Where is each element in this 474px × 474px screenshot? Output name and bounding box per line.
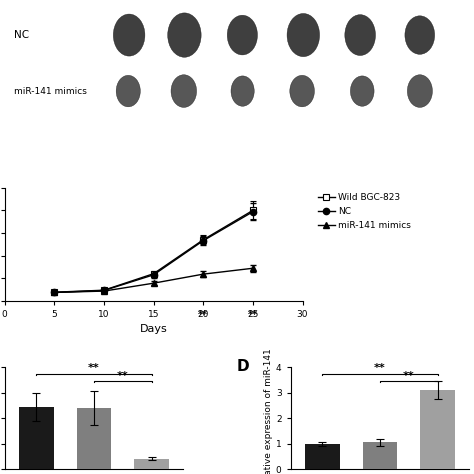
Bar	[77, 408, 111, 469]
FancyBboxPatch shape	[5, 5, 107, 121]
Ellipse shape	[345, 15, 375, 55]
Ellipse shape	[405, 16, 435, 55]
Legend: Wild BGC-823, NC, miR-141 mimics: Wild BGC-823, NC, miR-141 mimics	[318, 192, 412, 231]
Text: **: **	[374, 363, 386, 373]
Ellipse shape	[231, 76, 254, 106]
Y-axis label: Relative expression of miR-141: Relative expression of miR-141	[264, 348, 273, 474]
Text: NC: NC	[14, 30, 29, 40]
Text: **: **	[117, 371, 129, 381]
Text: D: D	[237, 359, 250, 374]
Text: **: **	[198, 310, 208, 320]
Ellipse shape	[407, 75, 432, 108]
Ellipse shape	[290, 75, 314, 107]
Ellipse shape	[168, 13, 201, 57]
Text: **: **	[248, 310, 258, 320]
Bar	[420, 390, 455, 469]
X-axis label: Days: Days	[140, 324, 167, 334]
Bar	[305, 444, 339, 469]
Text: miR-141 mimics: miR-141 mimics	[14, 87, 87, 96]
Text: **: **	[403, 371, 415, 381]
Bar	[363, 442, 397, 469]
Text: **: **	[88, 363, 100, 373]
Bar	[19, 407, 54, 469]
Ellipse shape	[171, 75, 197, 108]
Ellipse shape	[113, 14, 145, 56]
Ellipse shape	[116, 75, 140, 107]
Ellipse shape	[350, 76, 374, 106]
Bar	[135, 458, 169, 469]
Ellipse shape	[287, 13, 319, 57]
Ellipse shape	[227, 15, 257, 55]
